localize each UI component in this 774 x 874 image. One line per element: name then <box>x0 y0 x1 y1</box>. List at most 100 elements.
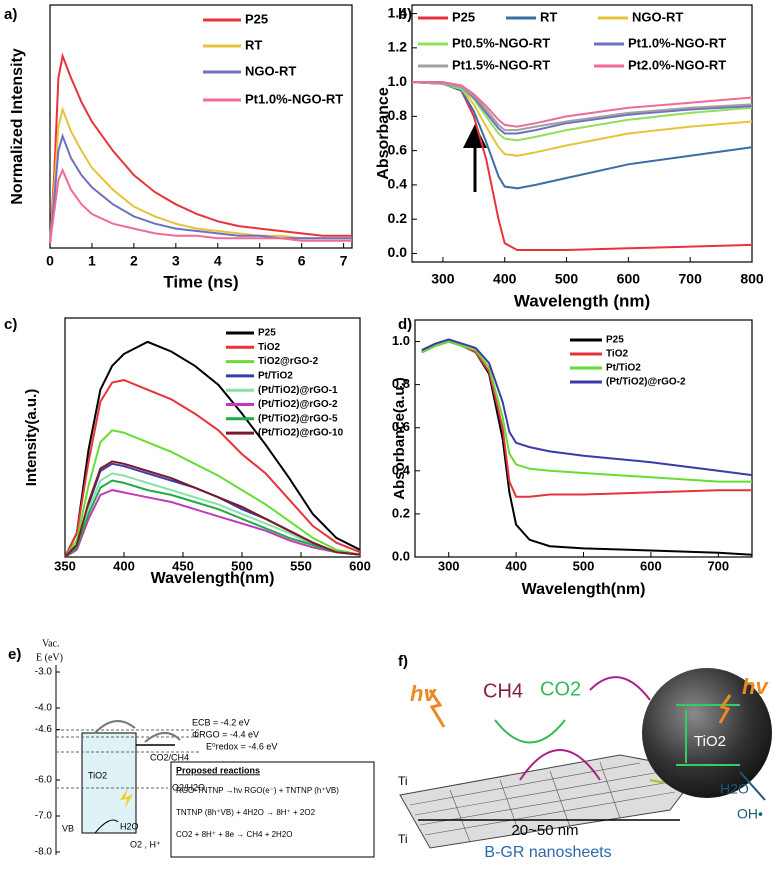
particle-label: TiO2 <box>694 733 726 750</box>
legend-label: TiO2 <box>606 349 628 360</box>
light-label: hv <box>742 674 769 699</box>
x-tick-label: 450 <box>172 558 194 573</box>
series-line <box>64 460 361 558</box>
sheet-label: B-GR nanosheets <box>484 844 611 861</box>
arrow <box>739 771 766 801</box>
chart: d) 300 400 500 600 700 0.0 0.2 0.4 0.6 0.8 1.0 Wavel… <box>391 316 753 598</box>
x-tick-label: 700 <box>707 558 729 573</box>
y-tick-label: 1.0 <box>388 73 408 89</box>
legend-label: P25 <box>606 335 624 346</box>
legend-label: Pt1.5%-NGO-RT <box>452 57 550 72</box>
y-tick-label: 1.4 <box>388 4 408 20</box>
legend-label: Pt1.0%-NGO-RT <box>628 35 726 50</box>
arrow <box>94 819 119 834</box>
panel-e: e) Vac. E (eV) ECB = -4.2 eV ΦRGO = -4.4… <box>8 638 375 858</box>
legend-label: RT <box>245 37 262 52</box>
series-line <box>49 106 352 244</box>
legend-label: NGO-RT <box>632 9 683 24</box>
series-line <box>421 338 753 477</box>
molecule: OH• <box>737 806 763 822</box>
x-tick-label: 7 <box>340 253 348 269</box>
cycle-arrow <box>494 719 566 744</box>
y-tick-label: -7.0 <box>35 811 53 822</box>
chart: c) 350 400 450 500 550 600 Wavelength(nm) Intens… <box>4 316 371 587</box>
x-tick-label: 600 <box>617 271 641 287</box>
x-tick-label: 600 <box>640 558 662 573</box>
y-tick-label: -8.0 <box>35 847 53 858</box>
annotation: CO2/CH4 <box>150 752 189 762</box>
y-tick-label: -4.0 <box>35 703 53 714</box>
x-tick-label: 550 <box>290 558 312 573</box>
x-tick-label: 400 <box>113 558 135 573</box>
electron-arrow <box>589 676 651 701</box>
y-tick-label: 1.0 <box>392 333 410 348</box>
plot-frame <box>411 4 753 263</box>
legend-label: Pt0.5%-NGO-RT <box>452 35 550 50</box>
chart: a) 0 1 2 3 4 5 6 7 Time (ns) Normalized Intensity P… <box>4 4 353 291</box>
x-axis-title: Wavelength(nm) <box>522 581 646 598</box>
y-axis-title: Absorbance <box>375 87 392 180</box>
legend-label: (Pt/TiO2)@rGO-1 <box>258 385 338 396</box>
legend-label: Pt/TiO2 <box>258 371 293 382</box>
series-line <box>411 81 753 190</box>
x-tick-label: 350 <box>54 558 76 573</box>
y-tick-label: 0.4 <box>392 462 411 477</box>
light-icon <box>428 689 446 728</box>
series-line <box>64 479 361 558</box>
y-tick-label: 0.0 <box>392 548 410 563</box>
x-tick-label: 3 <box>172 253 180 269</box>
chart: b) 300 400 500 600 700 800 0.0 0.2 0.4 0.6 0.8 1.0 1.… <box>375 4 764 310</box>
molecule: H2O <box>720 781 749 797</box>
panel-label: b) <box>398 6 412 23</box>
annotation: H2O <box>120 821 139 831</box>
legend-label: P25 <box>258 328 276 339</box>
x-tick-label: 6 <box>298 253 306 269</box>
legend-label: (Pt/TiO2)@rGO-5 <box>258 413 338 424</box>
atom: Ti <box>398 774 408 788</box>
series-line <box>49 167 352 244</box>
series-line <box>411 81 753 142</box>
panel-label: e) <box>8 646 21 663</box>
legend-label: P25 <box>245 11 268 26</box>
reaction: RGO-TNTNP →hν RGO(e⁻) + TNTNP (h⁺VB) <box>176 786 339 795</box>
plot-frame <box>414 319 753 558</box>
legend-label: RT <box>540 9 557 24</box>
x-tick-label: 0 <box>46 253 54 269</box>
y-axis-title: Intensity(a.u.) <box>23 389 40 487</box>
x-tick-label: 1 <box>88 253 96 269</box>
y-axis-title: Absorbance(a.u.) <box>391 377 408 500</box>
legend-label: (Pt/TiO2)@rGO-2 <box>258 399 338 410</box>
annotation: O2/H2O <box>172 782 205 792</box>
y-tick-label: 0.0 <box>388 244 408 260</box>
x-tick-label: 500 <box>555 271 579 287</box>
series-line <box>421 340 753 556</box>
y-tick-label: 0.6 <box>392 419 410 434</box>
x-tick-label: 400 <box>505 558 527 573</box>
annotation: VB <box>62 823 74 833</box>
series-line <box>64 472 361 558</box>
y-tick-label: -4.6 <box>35 724 53 735</box>
transfer-arrow <box>94 720 136 734</box>
legend-label: TiO2@rGO-2 <box>258 356 319 367</box>
plot-frame <box>64 317 361 558</box>
annotation: ECB = -4.2 eV <box>192 717 250 727</box>
y-tick-label: 0.8 <box>388 107 408 123</box>
panel-label: c) <box>4 316 17 333</box>
legend-label: Pt/TiO2 <box>606 363 641 374</box>
panel-label: d) <box>398 316 412 333</box>
y-tick-label: -3.0 <box>35 667 53 678</box>
x-tick-label: 500 <box>231 558 253 573</box>
atom: Ti <box>398 832 408 846</box>
series-line <box>421 340 752 483</box>
series-line <box>49 52 352 244</box>
annotation: E⁰redox = -4.6 eV <box>206 741 277 751</box>
series-line <box>412 81 753 128</box>
x-axis-title: Time (ns) <box>163 272 238 291</box>
legend-label: TiO2 <box>258 342 280 353</box>
box-title: Proposed reactions <box>176 765 260 775</box>
series-line <box>64 340 361 558</box>
series-line <box>49 133 352 244</box>
legend-label: (Pt/TiO2)@rGO-10 <box>258 428 344 439</box>
x-tick-label: 2 <box>130 253 138 269</box>
